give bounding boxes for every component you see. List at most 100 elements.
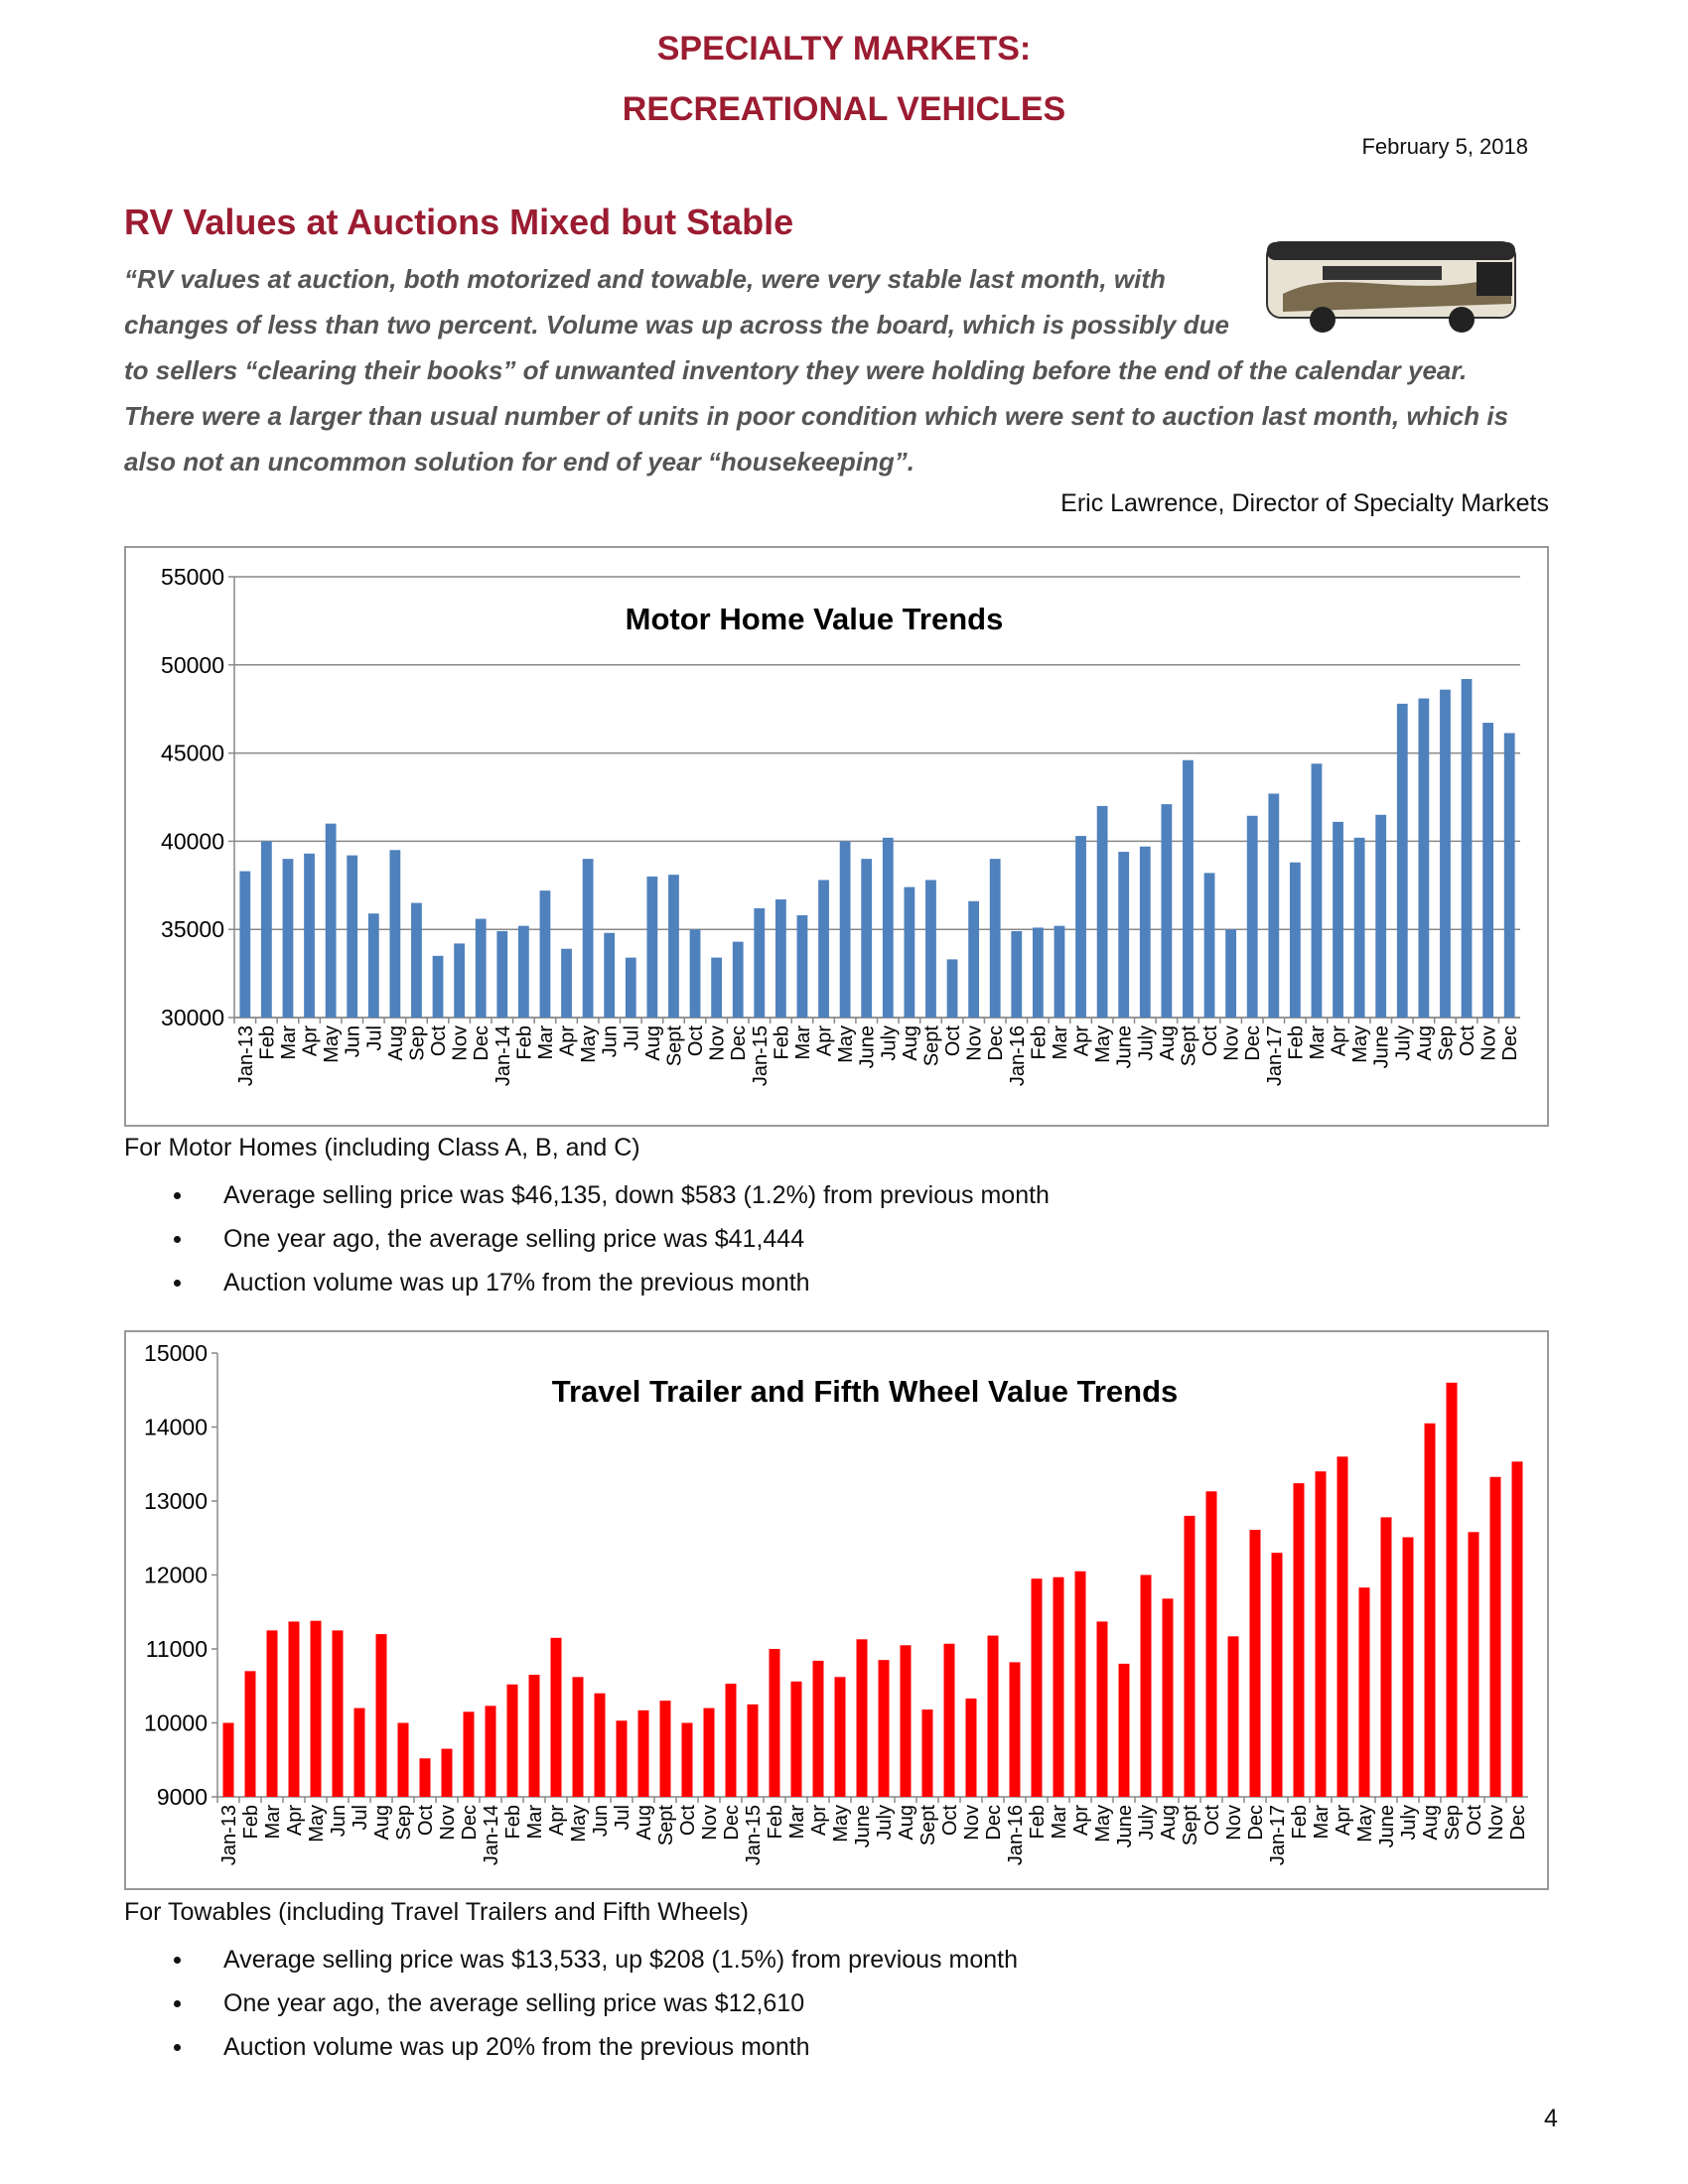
x-tick-label: Jan-15 (743, 1805, 765, 1865)
x-tick-label: Jul (350, 1805, 371, 1831)
x-tick-label: Sept (920, 1025, 942, 1067)
x-tick-label: June (1114, 1805, 1136, 1847)
x-tick-label: Sept (1180, 1805, 1201, 1846)
x-tick-label: Apr (1070, 1805, 1092, 1836)
bar (646, 876, 658, 1018)
x-tick-label: Apr (1333, 1805, 1354, 1836)
x-tick-label: Jul (621, 1025, 642, 1051)
bar (1054, 925, 1065, 1018)
bar (1203, 873, 1215, 1018)
x-tick-label: Feb (240, 1805, 262, 1839)
x-tick-label: Apr (808, 1805, 830, 1836)
bullet: Average selling price was $46,135, down … (124, 1173, 1050, 1217)
x-tick-label: Feb (1285, 1025, 1307, 1059)
x-tick-label: Dec (983, 1805, 1005, 1841)
bar (987, 1635, 999, 1797)
x-tick-label: May (568, 1805, 590, 1843)
x-tick-label: Jan-15 (750, 1025, 772, 1086)
bar (1424, 1423, 1436, 1797)
bar (689, 929, 701, 1018)
bar (1375, 814, 1387, 1018)
y-tick-label: 50000 (161, 652, 224, 678)
bar (1249, 1530, 1261, 1797)
x-tick-label: July (1392, 1025, 1414, 1061)
chart: 30000 35000 40000 45000 50000 55000 Motor Home… (124, 546, 1549, 1127)
x-tick-label: Mar (1311, 1805, 1333, 1840)
bar (539, 890, 551, 1018)
x-tick-label: July (1136, 1805, 1158, 1841)
bar (965, 1698, 977, 1797)
bar (1075, 836, 1086, 1018)
bar (725, 1684, 737, 1797)
bar (260, 841, 272, 1018)
bar (1053, 1576, 1064, 1797)
x-tick-label: Mar (524, 1805, 546, 1840)
bar (1315, 1471, 1327, 1797)
bar (441, 1748, 453, 1797)
bar (900, 1645, 912, 1797)
x-tick-label: Dec (459, 1805, 481, 1841)
bar (222, 1722, 234, 1797)
bar (1096, 1621, 1108, 1797)
bar (925, 880, 936, 1018)
x-tick-label: May (830, 1805, 852, 1843)
x-tick-label: Mar (1307, 1025, 1329, 1060)
bar (946, 959, 958, 1018)
y-tick-label: 45000 (161, 741, 224, 766)
chart-title: Motor Home Value Trends (626, 602, 1004, 636)
page-title: RECREATIONAL VEHICLES (622, 90, 1066, 128)
bar (1074, 1570, 1086, 1797)
bar (1289, 862, 1301, 1018)
x-tick-label: Mar (1049, 1805, 1070, 1840)
y-tick-label: 10000 (144, 1710, 208, 1736)
x-tick-label: Sep (393, 1805, 415, 1841)
bar (711, 957, 723, 1018)
bar (485, 1706, 496, 1797)
x-tick-label: Oct (939, 1805, 961, 1837)
x-tick-label: June (1371, 1025, 1393, 1068)
bar (1162, 1598, 1174, 1797)
bar (796, 914, 808, 1018)
bar (310, 1620, 322, 1797)
bar (1446, 1382, 1458, 1797)
x-tick-label: Jun (590, 1805, 612, 1837)
bar (1503, 733, 1515, 1018)
bar (288, 1621, 300, 1797)
bar (1402, 1537, 1414, 1797)
x-tick-label: Apr (1071, 1025, 1093, 1056)
x-tick-label: Feb (765, 1805, 786, 1839)
x-tick-label: Mar (535, 1025, 557, 1060)
quote: “RV values at auction, both motorized an… (124, 256, 1544, 484)
x-tick-label: Feb (1028, 1025, 1050, 1059)
bar (774, 899, 786, 1018)
bar (818, 880, 829, 1018)
y-tick-label: 40000 (161, 828, 224, 854)
x-tick-label: Apr (557, 1025, 579, 1056)
x-tick-label: Nov (1478, 1025, 1500, 1061)
bar (1489, 1476, 1501, 1797)
x-tick-label: Nov (707, 1025, 729, 1061)
x-tick-label: Aug (371, 1805, 393, 1841)
y-tick-label: 15000 (144, 1340, 208, 1366)
x-tick-label: July (1135, 1025, 1157, 1061)
bar (1482, 723, 1494, 1018)
bar (454, 943, 466, 1018)
attribution: Eric Lawrence, Director of Specialty Mar… (1060, 489, 1549, 517)
x-tick-label: Oct (1457, 1025, 1478, 1057)
bar (732, 941, 744, 1018)
rv-image (1266, 241, 1516, 333)
bar (506, 1684, 518, 1797)
bar (1380, 1517, 1392, 1797)
x-tick-label: Apr (814, 1025, 836, 1056)
section-intro: For Motor Homes (including Class A, B, a… (124, 1134, 640, 1161)
y-tick-label: 12000 (144, 1563, 208, 1588)
x-tick-label: Nov (437, 1805, 459, 1841)
bar (1396, 703, 1408, 1018)
x-tick-label: May (306, 1805, 328, 1843)
x-tick-label: Aug (1158, 1805, 1180, 1841)
bar (681, 1722, 693, 1797)
bar (921, 1709, 933, 1797)
bar (1440, 689, 1451, 1018)
x-tick-label: Jun (600, 1025, 622, 1057)
